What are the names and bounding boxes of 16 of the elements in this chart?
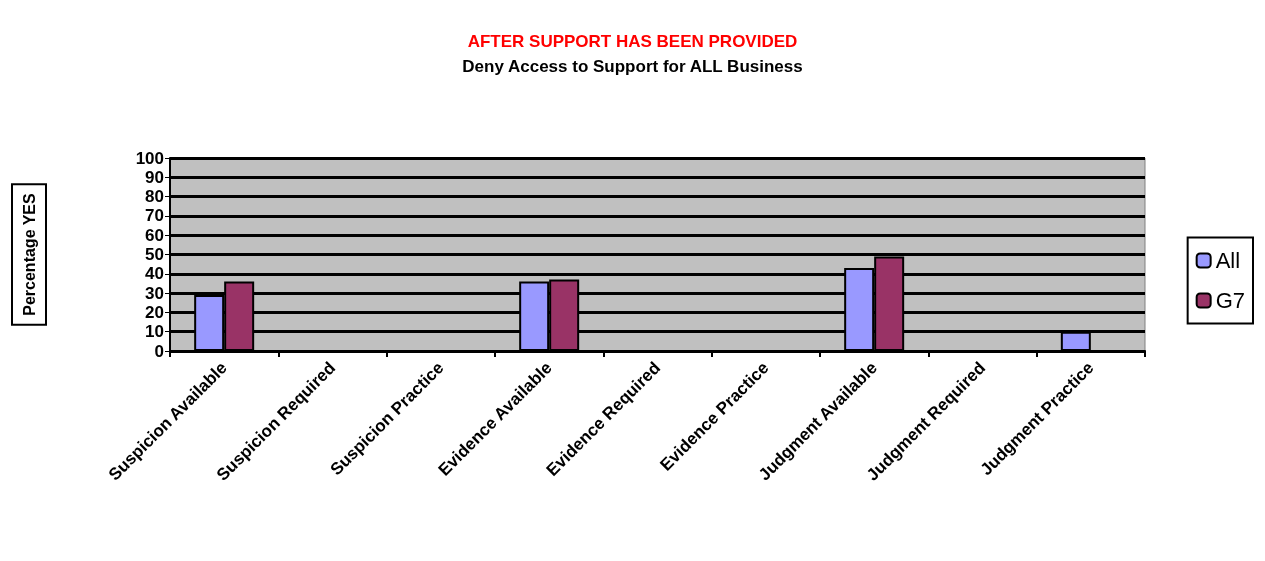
y-tick-label: 40: [145, 264, 164, 284]
y-tick-label: 80: [145, 187, 164, 207]
y-axis-title: Percentage YES: [20, 192, 38, 316]
y-tick-label: 20: [145, 302, 164, 322]
y-tick-label: 50: [145, 245, 164, 264]
chart-title: AFTER SUPPORT HAS BEEN PROVIDED: [467, 32, 798, 51]
y-tick-label: 90: [145, 167, 164, 187]
legend-label: All: [1215, 248, 1241, 273]
chart-subtitle: Deny Access to Support for ALL Business: [462, 57, 803, 76]
legend-label: G7: [1215, 288, 1246, 313]
y-tick-label: 10: [145, 322, 164, 342]
y-tick-label: 60: [145, 225, 164, 245]
y-tick-label: 30: [145, 283, 164, 303]
y-tick-label: 100: [135, 148, 164, 168]
y-tick-label: 0: [154, 341, 164, 361]
y-tick-label: 70: [145, 206, 164, 226]
